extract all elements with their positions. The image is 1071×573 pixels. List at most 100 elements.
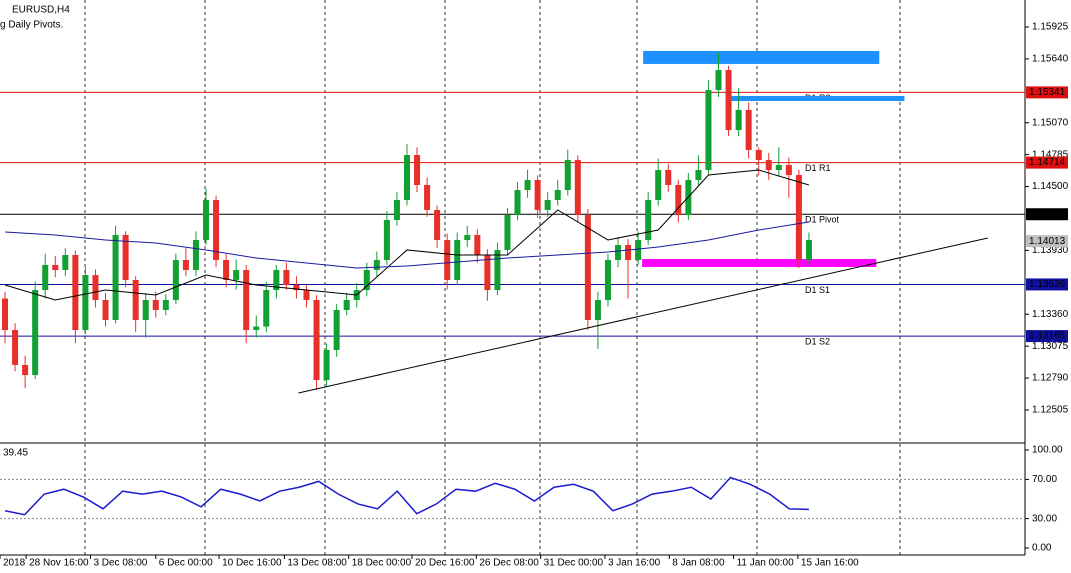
candle-body — [172, 260, 179, 301]
candle-body — [755, 149, 762, 161]
x-tick-label: 20 Dec 16:00 — [415, 558, 475, 569]
x-tick-label: 28 Nov 16:00 — [29, 558, 89, 569]
candle-body — [92, 275, 99, 301]
trendline — [298, 237, 988, 394]
pivot-level-name: D1 Pivot — [805, 215, 840, 225]
candle-body — [363, 270, 370, 291]
price-label: 1.15341 — [1029, 87, 1066, 98]
candle-body — [735, 109, 742, 131]
y-tick-label: 1.15640 — [1032, 54, 1069, 65]
candle-body — [213, 200, 220, 261]
candle-body — [745, 109, 752, 150]
x-tick-label: 8 Jan 08:00 — [672, 558, 725, 569]
indicator-name: g Daily Pivots. — [0, 20, 63, 31]
ma-fast — [4, 169, 810, 301]
x-tick-label: 13 Dec 08:00 — [287, 558, 347, 569]
candle-body — [393, 200, 400, 220]
rsi-tick-label: 70.00 — [1032, 474, 1057, 485]
candle-body — [775, 164, 782, 170]
x-tick-label: 11 Jan 00:00 — [737, 558, 795, 569]
candle-body — [32, 290, 39, 376]
candle-body — [223, 260, 230, 280]
zone-rectangle — [642, 259, 877, 267]
price-label: 1.13165 — [1029, 331, 1066, 342]
candle-body — [474, 234, 481, 255]
zone-rectangle — [731, 95, 905, 102]
x-tick-label: 18 Dec 00:00 — [352, 558, 412, 569]
y-tick-label: 1.14500 — [1032, 181, 1069, 192]
candle-body — [303, 290, 310, 301]
y-tick-label: 1.15070 — [1032, 117, 1069, 128]
candle-body — [283, 270, 290, 286]
candle-body — [414, 154, 421, 186]
ma-slow — [4, 221, 810, 269]
candle-body — [323, 349, 330, 380]
price-label: 1.13626 — [1029, 279, 1066, 290]
y-tick-label: 1.13930 — [1032, 245, 1069, 256]
rsi-tick-label: 0.00 — [1032, 543, 1052, 554]
candle-body — [625, 245, 632, 261]
candle-body — [343, 300, 350, 310]
y-tick-label: 1.15925 — [1032, 22, 1069, 33]
candle-body — [333, 309, 340, 350]
y-tick-label: 1.14785 — [1032, 149, 1069, 160]
candle-body — [725, 69, 732, 131]
x-tick-label: 10 Dec 16:00 — [222, 558, 282, 569]
rsi-tick-label: 30.00 — [1032, 513, 1057, 524]
candle-body — [22, 364, 29, 376]
candle-body — [534, 179, 541, 210]
candle-body — [615, 245, 622, 261]
candle-body — [233, 270, 240, 280]
candle-body — [182, 260, 189, 271]
candle-body — [403, 154, 410, 201]
candle-body — [444, 239, 451, 280]
y-tick-label: 1.12790 — [1032, 373, 1069, 384]
x-tick-label: 31 Dec 00:00 — [544, 558, 604, 569]
candle-body — [243, 270, 250, 331]
price-label: 1.14253 — [1029, 209, 1066, 220]
y-tick-label: 1.12505 — [1032, 405, 1069, 416]
candle-body — [132, 279, 139, 320]
candle-body — [2, 298, 9, 331]
candle-body — [464, 234, 471, 240]
price-label-box — [1026, 156, 1068, 169]
candle-body — [253, 326, 260, 331]
candle-body — [635, 239, 642, 261]
x-tick-label: 3 Jan 16:00 — [608, 558, 661, 569]
candle-body — [142, 300, 149, 320]
price-label-box — [1026, 208, 1068, 221]
price-label-box — [1026, 330, 1068, 343]
candle-body — [202, 200, 210, 240]
candle-body — [72, 254, 79, 331]
candle-body — [544, 200, 551, 210]
candle-body — [785, 164, 792, 176]
rsi-tick-label: 100.00 — [1032, 445, 1063, 456]
candle-body — [564, 160, 571, 191]
candle-body — [645, 200, 652, 240]
candle-body — [112, 234, 119, 320]
rsi-value: 39.45 — [3, 448, 28, 459]
candle-body — [434, 209, 441, 240]
candle-body — [584, 215, 591, 320]
x-tick-label: 3 Dec 08:00 — [93, 558, 147, 569]
candle-body — [705, 90, 712, 170]
candle-body — [574, 160, 581, 216]
rsi-line — [4, 476, 809, 516]
candle-body — [12, 330, 19, 365]
zone-rectangle — [643, 50, 880, 64]
candle-body — [293, 285, 300, 291]
x-tick-label: 15 Jan 16:00 — [801, 558, 859, 569]
chart-title: EURUSD,H4 — [12, 5, 70, 16]
candle-body — [765, 160, 772, 170]
candle-body — [504, 215, 511, 250]
candle-body — [524, 179, 531, 191]
candle-body — [715, 69, 722, 91]
candle-body — [52, 264, 59, 271]
candle-body — [695, 169, 702, 180]
candle-body — [454, 239, 461, 280]
x-tick-label: 26 Dec 08:00 — [479, 558, 539, 569]
candle-body — [665, 169, 672, 186]
